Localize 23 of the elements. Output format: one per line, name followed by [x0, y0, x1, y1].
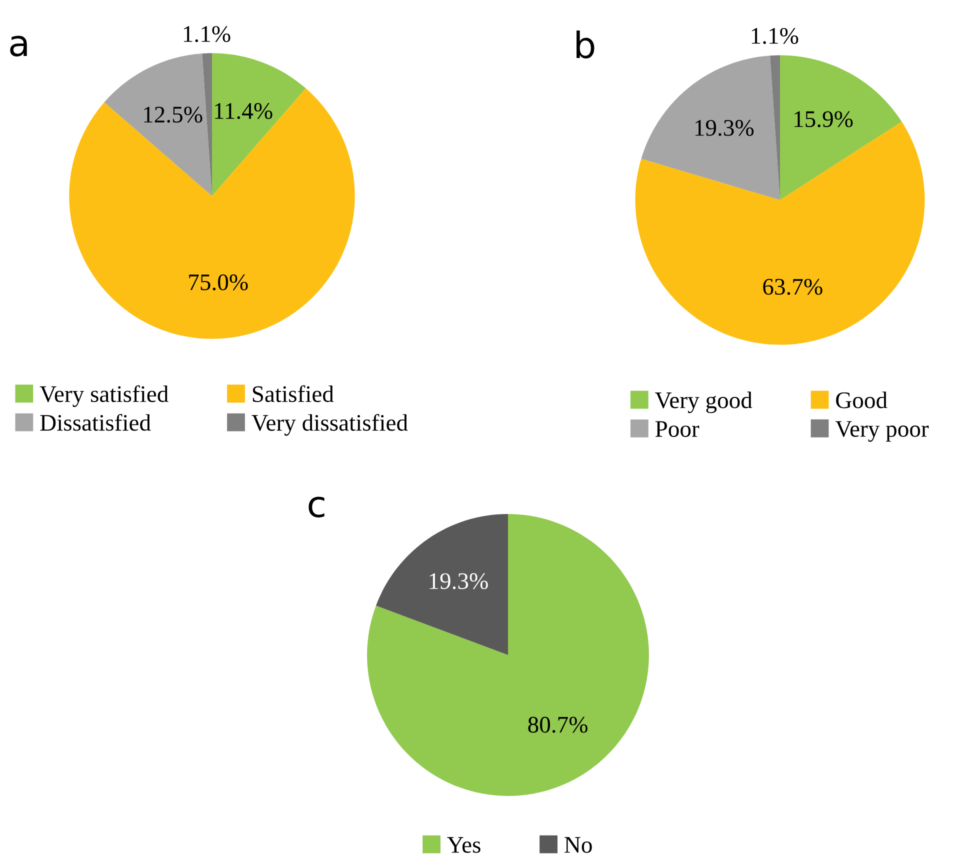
- legend-label: Satisfied: [252, 385, 334, 402]
- data-label: 1.1%: [752, 28, 798, 44]
- data-label: 80.7%: [528, 716, 588, 733]
- data-label: 12.5%: [144, 106, 202, 123]
- legend-label: Very dissatisfied: [252, 414, 408, 436]
- legend-label: Yes: [447, 837, 480, 853]
- legend-label: Very good: [655, 392, 752, 414]
- chart-title: c: [308, 496, 324, 518]
- data-label: 1.1%: [184, 26, 230, 42]
- legend-label: Dissatisfied: [40, 414, 151, 431]
- data-label: 15.9%: [794, 111, 853, 128]
- chart-title: b: [576, 30, 594, 58]
- data-label: 19.3%: [430, 573, 488, 590]
- data-label: 75.0%: [189, 274, 248, 290]
- data-label: 11.4%: [215, 103, 272, 120]
- legend-label: Very satisfied: [40, 385, 168, 407]
- data-label: 63.7%: [763, 278, 822, 295]
- data-label: 19.3%: [695, 120, 754, 136]
- chart-title: a: [10, 36, 27, 56]
- legend-label: No: [564, 837, 592, 853]
- legend-label: Poor: [655, 421, 700, 437]
- legend-label: Good: [836, 392, 888, 408]
- legend-label: Very poor: [835, 421, 929, 442]
